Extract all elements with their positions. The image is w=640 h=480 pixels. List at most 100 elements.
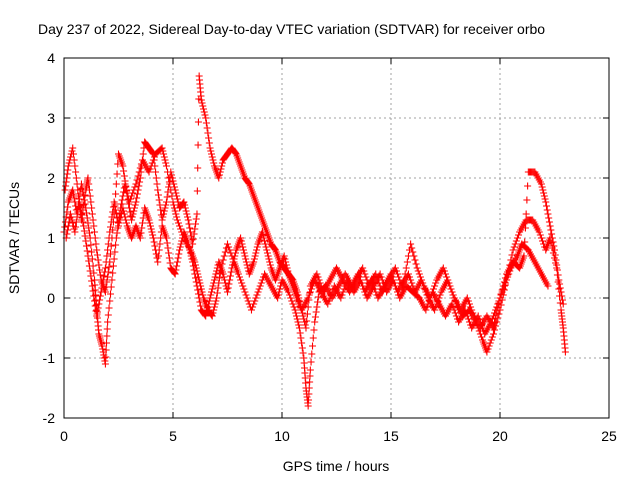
data-point-marker	[67, 210, 75, 218]
data-point-marker	[72, 223, 80, 231]
data-point-marker	[306, 372, 314, 380]
data-point-marker	[119, 204, 127, 212]
data-point-marker	[425, 297, 433, 305]
data-point-marker	[154, 252, 162, 260]
data-point-marker	[105, 263, 113, 271]
data-point-marker	[158, 216, 166, 224]
data-point-marker	[491, 319, 499, 327]
data-point-marker	[477, 333, 485, 341]
data-point-marker	[299, 312, 307, 320]
data-point-marker	[251, 252, 259, 260]
data-point-marker	[110, 198, 118, 206]
data-point-marker	[559, 300, 567, 308]
data-point-marker	[170, 269, 178, 277]
data-point-marker	[253, 246, 261, 254]
data-point-marker	[210, 306, 218, 314]
data-point-marker	[160, 153, 168, 161]
data-point-marker	[541, 195, 549, 203]
data-point-marker	[220, 273, 228, 281]
data-point-marker	[170, 180, 178, 188]
data-point-marker	[207, 147, 215, 155]
data-point-marker	[83, 209, 91, 217]
data-point-marker	[484, 345, 492, 353]
data-point-marker	[133, 194, 141, 202]
data-point-marker	[255, 285, 263, 293]
data-point-marker	[295, 321, 303, 329]
data-point-marker	[338, 291, 346, 299]
data-point-marker	[192, 215, 200, 223]
data-point-marker	[181, 204, 189, 212]
data-point-marker	[305, 384, 313, 392]
data-point-marker	[194, 290, 202, 298]
data-point-marker	[162, 234, 170, 242]
data-point-marker	[250, 300, 258, 308]
data-point-marker	[103, 325, 111, 333]
data-point-marker	[107, 218, 115, 226]
data-point-marker	[193, 210, 201, 218]
data-point-marker	[147, 225, 155, 233]
data-point-marker	[420, 282, 428, 290]
data-point-marker	[161, 204, 169, 212]
data-point-marker	[258, 228, 266, 236]
data-point-marker	[314, 273, 322, 281]
data-point-marker	[553, 261, 561, 269]
y-tick-label: 4	[47, 50, 55, 66]
data-point-marker	[160, 210, 168, 218]
data-point-marker	[216, 168, 224, 176]
x-tick-label: 0	[60, 428, 68, 444]
data-point-marker	[192, 278, 200, 286]
data-point-marker	[165, 249, 173, 257]
data-point-marker	[177, 240, 185, 248]
data-point-marker	[421, 285, 429, 293]
data-point-marker	[304, 294, 312, 302]
data-point-marker	[120, 167, 128, 175]
data-point-marker	[64, 226, 72, 234]
data-point-marker	[176, 222, 184, 230]
data-point-marker	[151, 242, 159, 250]
data-point-marker	[240, 249, 248, 257]
data-point-marker	[297, 334, 305, 342]
data-point-marker	[102, 258, 110, 266]
data-point-marker	[276, 285, 284, 293]
data-point-marker	[219, 256, 227, 264]
data-point-marker	[163, 193, 171, 201]
data-point-marker	[182, 207, 190, 215]
data-point-marker	[187, 252, 195, 260]
data-point-marker	[287, 294, 295, 302]
data-point-marker	[111, 202, 119, 210]
data-point-marker	[63, 208, 71, 216]
data-point-marker	[194, 273, 202, 281]
data-point-marker	[234, 270, 242, 278]
data-point-marker	[225, 280, 233, 288]
data-point-marker	[96, 296, 104, 304]
data-point-marker	[79, 218, 87, 226]
data-point-marker	[524, 182, 532, 190]
data-point-marker	[217, 165, 225, 173]
data-point-marker	[69, 144, 77, 152]
data-point-marker	[82, 237, 90, 245]
data-point-marker	[162, 198, 170, 206]
data-point-marker	[440, 267, 448, 275]
data-point-marker	[194, 118, 202, 126]
data-point-marker	[431, 306, 439, 314]
data-point-marker	[136, 234, 144, 242]
data-point-marker	[261, 237, 269, 245]
data-point-marker	[550, 242, 558, 250]
y-tick-label: 1	[47, 230, 55, 246]
x-tick-label: 20	[492, 428, 508, 444]
data-point-marker	[190, 230, 198, 238]
data-point-marker	[359, 282, 367, 290]
data-point-marker	[136, 174, 144, 182]
data-point-marker	[520, 252, 528, 260]
data-point-marker	[88, 255, 96, 263]
data-point-marker	[497, 291, 505, 299]
data-point-marker	[200, 105, 208, 113]
data-point-marker	[356, 276, 364, 284]
data-point-marker	[129, 210, 137, 218]
data-point-marker	[69, 190, 77, 198]
data-point-marker	[305, 291, 313, 299]
data-point-marker	[422, 288, 430, 296]
data-point-marker	[185, 220, 193, 228]
data-point-marker	[547, 226, 555, 234]
data-point-marker	[88, 210, 96, 218]
